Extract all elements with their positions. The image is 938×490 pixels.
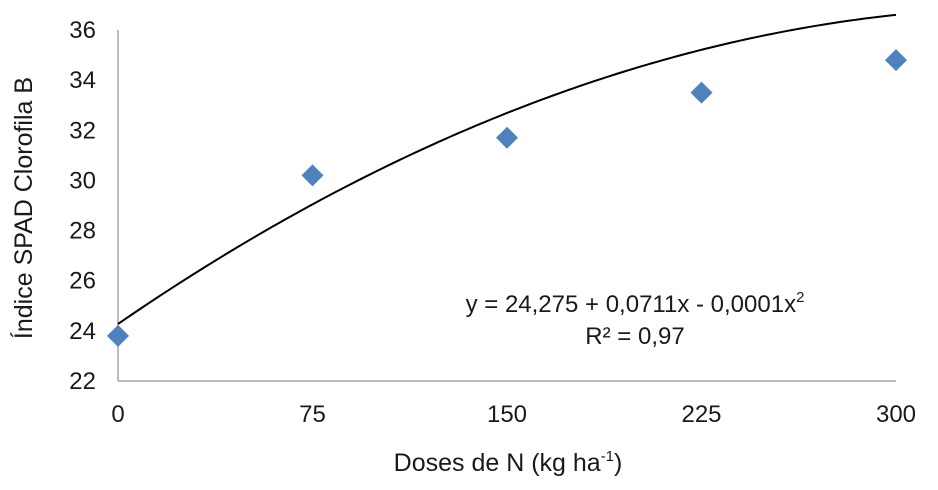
x-tick-label: 300: [876, 401, 916, 428]
x-tick-label: 0: [111, 401, 124, 428]
y-tick-label: 30: [69, 167, 96, 194]
data-points: [107, 49, 907, 347]
y-tick-label: 28: [69, 218, 96, 245]
data-point: [496, 126, 518, 149]
x-tick-labels: 0 75 150 225 300: [111, 401, 916, 428]
x-axis-title-superscript: -1: [601, 448, 614, 465]
equation-superscript: 2: [796, 289, 804, 306]
data-point: [885, 49, 907, 72]
y-tick-label: 26: [69, 268, 96, 295]
x-tick-label: 75: [299, 401, 326, 428]
y-tick-label: 36: [69, 17, 96, 44]
data-point: [690, 81, 713, 104]
data-point: [107, 324, 129, 347]
y-axis-title: Índice SPAD Clorofila B: [9, 77, 38, 339]
y-tick-label: 24: [69, 318, 96, 345]
trendline: [117, 13, 897, 325]
y-tick-label: 22: [69, 368, 96, 395]
x-tick-label: 150: [487, 401, 527, 428]
x-tick-label: 225: [681, 401, 721, 428]
data-point: [301, 164, 324, 187]
y-tick-labels: 22 24 26 28 30 32 34 36: [69, 17, 96, 395]
y-tick-label: 34: [69, 67, 96, 94]
equation-label: y = 24,275 + 0,0711x - 0,0001x2: [466, 289, 805, 318]
axes: [117, 30, 896, 382]
r-squared-label: R² = 0,97: [585, 323, 684, 350]
x-axis-title: Doses de N (kg ha-1): [394, 448, 623, 477]
y-tick-label: 32: [69, 117, 96, 144]
